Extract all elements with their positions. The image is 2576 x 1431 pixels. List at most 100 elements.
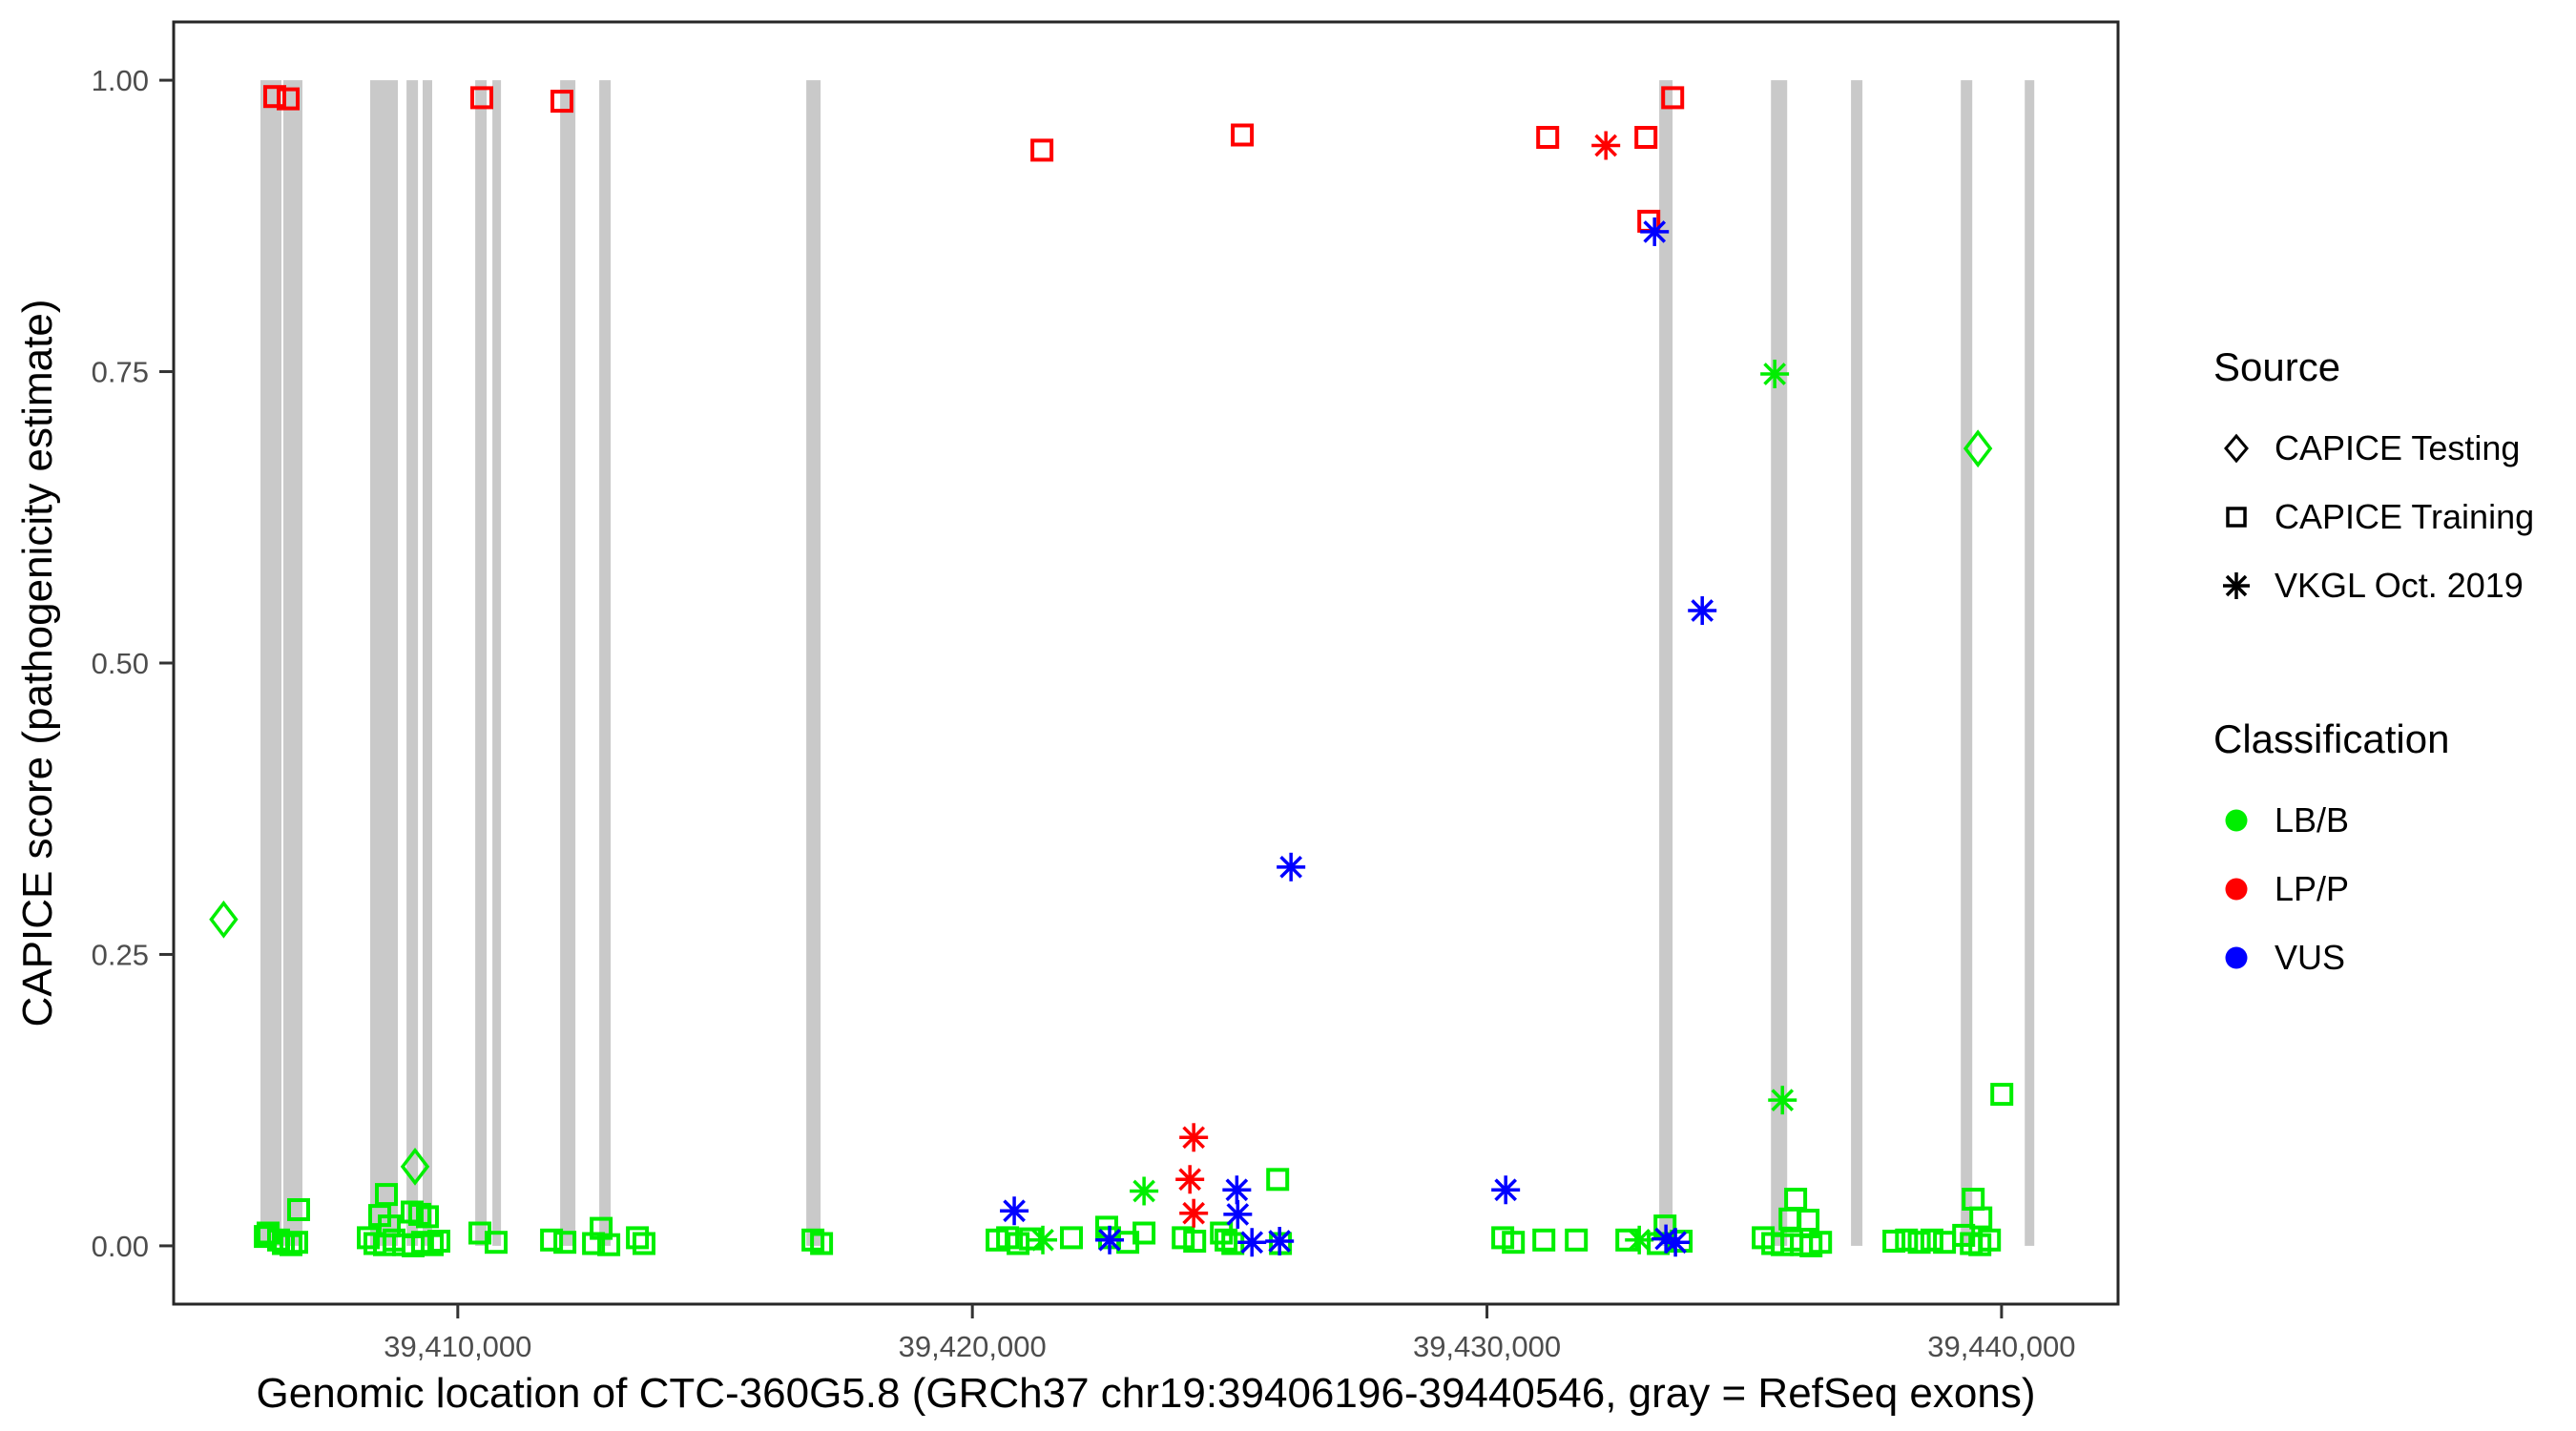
asterisk-line: [1132, 1179, 1155, 1203]
data-point-square: [1634, 126, 1658, 149]
data-point-square: [597, 1233, 621, 1256]
data-point-square: [1920, 1228, 1943, 1252]
asterisk-line: [1003, 1199, 1026, 1223]
asterisk-line: [1098, 1228, 1121, 1252]
data-point-asterisk: [1640, 217, 1670, 246]
data-point-asterisk: [1222, 1175, 1252, 1205]
refseq-exon-band: [1851, 80, 1863, 1246]
y-tick-label: 0.25: [92, 938, 149, 971]
legend-item-label: VUS: [2275, 938, 2346, 977]
legend-item-capice-testing: CAPICE Testing: [2213, 414, 2534, 483]
asterisk-line: [1628, 1228, 1652, 1252]
asterisk-line: [1225, 1178, 1249, 1202]
x-tick-label: 39,420,000: [899, 1330, 1047, 1363]
y-tick-label: 0.00: [92, 1230, 149, 1263]
legend-item-label: CAPICE Testing: [2275, 428, 2521, 467]
data-point-square: [1661, 86, 1685, 110]
data-point-square: [1895, 1228, 1919, 1252]
square-icon: [2226, 507, 2247, 528]
data-point-asterisk: [1491, 1175, 1521, 1205]
data-point-square: [1132, 1221, 1156, 1245]
refseq-exon-band: [560, 80, 576, 1246]
data-point-square: [540, 1228, 564, 1252]
data-point-square: [1007, 1232, 1030, 1255]
data-point-square: [626, 1226, 650, 1250]
legend-spacer: [2213, 620, 2534, 716]
data-point-asterisk: [1768, 1086, 1797, 1115]
data-point-asterisk: [1179, 1123, 1209, 1152]
data-point-asterisk: [1237, 1228, 1267, 1257]
refseq-exon-band: [283, 80, 302, 1246]
refseq-exon-band: [260, 80, 281, 1246]
data-point-square: [1266, 1168, 1290, 1192]
panel-border: [172, 20, 2120, 1306]
data-point-asterisk: [1277, 852, 1306, 881]
refseq-exon-band: [1961, 80, 1973, 1246]
legend-item-label: LB/B: [2275, 800, 2350, 840]
data-point-asterisk: [1000, 1196, 1029, 1226]
legend-classification-title: Classification: [2213, 716, 2450, 761]
legend-source-title: Source: [2213, 344, 2341, 389]
data-point-square: [1565, 1228, 1589, 1252]
asterisk-line: [1594, 134, 1618, 157]
asterisk-line: [1494, 1178, 1518, 1202]
legend-item-label: VKGL Oct. 2019: [2275, 566, 2524, 605]
data-point-square: [1969, 1206, 1993, 1230]
y-tick-label: 0.50: [92, 647, 149, 680]
y-tick-label: 0.75: [92, 356, 149, 389]
green-dot-icon: [2225, 809, 2248, 832]
data-point-square: [1532, 1228, 1556, 1252]
data-point-diamond: [400, 1147, 430, 1186]
legend-item-lpp: LP/P: [2213, 855, 2534, 923]
legend-item-lbb: LB/B: [2213, 786, 2534, 855]
data-point-square: [485, 1231, 508, 1255]
data-point-asterisk: [1661, 1228, 1691, 1257]
data-point-square: [1536, 126, 1560, 149]
legend-item-label: CAPICE Training: [2275, 497, 2535, 536]
x-tick-label: 39,430,000: [1413, 1330, 1561, 1363]
data-point-square: [810, 1232, 834, 1255]
legend-item-label: LP/P: [2275, 869, 2350, 908]
data-point-square: [553, 1231, 577, 1255]
asterisk-line: [1182, 1201, 1205, 1225]
data-point-asterisk: [1688, 596, 1717, 626]
data-point-square: [416, 1205, 439, 1229]
asterisk-line: [1643, 220, 1667, 243]
asterisk-line: [1771, 1089, 1795, 1112]
data-point-diamond: [1963, 429, 1993, 468]
data-point-square: [1030, 138, 1054, 162]
data-point-asterisk: [1625, 1225, 1654, 1255]
data-point-square: [427, 1230, 450, 1253]
asterisk-line: [1226, 1203, 1250, 1226]
data-point-asterisk: [1028, 1225, 1058, 1255]
data-point-square: [1231, 123, 1255, 147]
data-point-asterisk: [1265, 1227, 1295, 1256]
legend: Source CAPICE Testing CAPICE Training: [2213, 343, 2534, 992]
refseq-exon-band: [370, 80, 398, 1246]
refseq-exon-band: [492, 80, 502, 1246]
x-tick-label: 39,410,000: [384, 1330, 531, 1363]
data-point-square: [375, 1183, 398, 1207]
refseq-exon-band: [475, 80, 488, 1246]
data-point-asterisk: [1179, 1198, 1209, 1228]
asterisk-line: [1664, 1231, 1687, 1255]
asterisk-line: [1178, 1168, 1202, 1192]
data-point-square: [285, 1231, 308, 1255]
refseq-exon-band: [406, 80, 419, 1246]
red-dot-icon: [2225, 878, 2248, 901]
data-point-asterisk: [1760, 359, 1790, 388]
data-point-square: [1990, 1083, 2014, 1107]
asterisk-line: [1182, 1126, 1205, 1150]
data-point-square: [1882, 1230, 1906, 1253]
refseq-exon-band: [1771, 80, 1788, 1246]
asterisk-line: [1268, 1230, 1292, 1253]
refseq-exon-band: [599, 80, 612, 1246]
y-tick-label: 1.00: [92, 64, 149, 97]
data-point-square: [1502, 1231, 1526, 1255]
data-point-square: [633, 1232, 655, 1255]
x-axis-title: Genomic location of CTC-360G5.8 (GRCh37 …: [256, 1370, 2036, 1417]
data-point-asterisk: [1095, 1225, 1125, 1255]
asterisk-line: [1691, 599, 1714, 622]
y-axis-title: CAPICE score (pathogenicity estimate): [14, 299, 61, 1027]
